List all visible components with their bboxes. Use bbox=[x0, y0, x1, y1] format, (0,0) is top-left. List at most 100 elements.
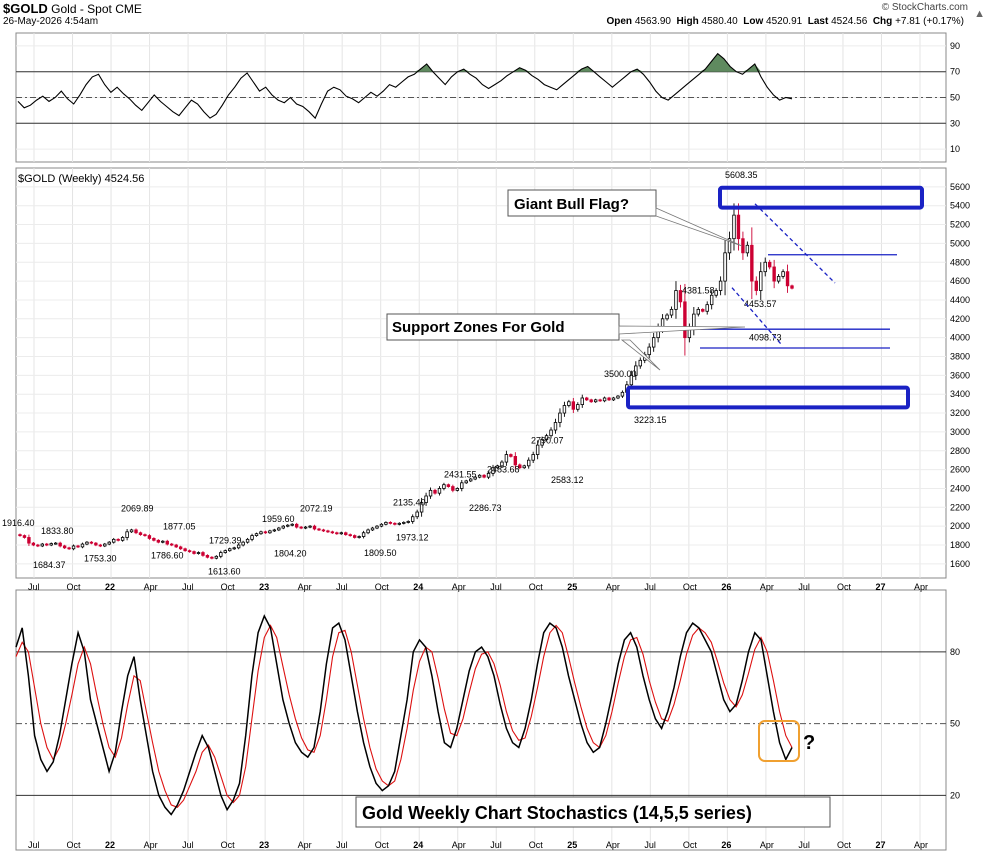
candle-body bbox=[553, 422, 558, 431]
candle-body bbox=[736, 214, 741, 240]
source-credit[interactable]: © StockCharts.com bbox=[881, 2, 968, 13]
bottom-x-axis-tick-label: 23 bbox=[259, 840, 269, 850]
rsi-tick-label: 50 bbox=[950, 93, 960, 103]
price-swing-label: 2431.55 bbox=[444, 469, 477, 479]
bottom-x-axis-tick-label: Jul bbox=[490, 840, 502, 850]
candle-body bbox=[611, 397, 616, 401]
stochastics-k-line bbox=[15, 614, 793, 816]
datetime: 26-May-2026 4:54am bbox=[3, 16, 99, 27]
x-axis-tick-label: Apr bbox=[144, 582, 158, 592]
candle-body bbox=[49, 543, 53, 546]
candle-body bbox=[161, 540, 165, 543]
rsi-overbought-fill bbox=[414, 53, 762, 72]
resistance-zone-box[interactable] bbox=[718, 185, 924, 210]
candle-body bbox=[491, 467, 495, 474]
candle-body bbox=[67, 547, 71, 550]
candle-body bbox=[522, 465, 526, 469]
flag-trendline-lower bbox=[731, 287, 783, 346]
x-axis-tick-label: Oct bbox=[67, 582, 82, 592]
candle-body bbox=[647, 346, 651, 356]
price-swing-label: 1833.80 bbox=[41, 526, 74, 536]
bottom-x-axis-tick-label: Jul bbox=[798, 840, 810, 850]
price-swing-label: 2286.73 bbox=[469, 503, 502, 513]
bottom-x-axis-tick-label: Apr bbox=[144, 840, 158, 850]
symbol-line: $GOLD Gold - Spot CME bbox=[3, 1, 142, 16]
candle-body bbox=[156, 539, 161, 543]
bottom-x-axis-tick-label: 27 bbox=[875, 840, 885, 850]
flag-trendline-upper bbox=[754, 203, 836, 284]
x-axis-tick-label: Jul bbox=[182, 582, 194, 592]
candle-body bbox=[772, 266, 776, 282]
candle-body bbox=[232, 547, 236, 550]
bottom-x-axis-tick-label: 25 bbox=[567, 840, 577, 850]
candle-body bbox=[500, 461, 504, 467]
x-axis-tick-label: 24 bbox=[413, 582, 423, 592]
rsi-panel: 10 30 50 70 90 bbox=[16, 33, 960, 162]
price-tick-label: 1800 bbox=[950, 540, 970, 550]
candle-body bbox=[651, 337, 656, 348]
candle-body bbox=[187, 550, 192, 553]
candle-body bbox=[321, 529, 326, 532]
support-zone-box[interactable] bbox=[626, 385, 910, 410]
candle-body bbox=[593, 399, 598, 403]
candle-body bbox=[290, 523, 294, 526]
price-panel: 1600 1800 2000 2200 2400 2600 2800 3000 3200 3400… bbox=[2, 168, 970, 592]
candle-body bbox=[18, 534, 22, 537]
candle-body bbox=[674, 290, 678, 310]
stochastics-caption-box[interactable] bbox=[355, 796, 831, 828]
candle-body bbox=[620, 391, 625, 397]
candle-body bbox=[45, 543, 49, 546]
candle-body bbox=[326, 530, 330, 533]
candle-body bbox=[268, 530, 272, 534]
price-panel-title: $GOLD (Weekly) 4524.56 bbox=[18, 173, 144, 185]
candle-body bbox=[692, 313, 696, 329]
price-tick-label: 2200 bbox=[950, 502, 970, 512]
high-value: 4580.40 bbox=[701, 16, 738, 27]
candle-body bbox=[727, 238, 732, 254]
candle-body bbox=[477, 474, 482, 478]
rsi-tick-label: 10 bbox=[950, 144, 960, 154]
x-axis-tick-label: Oct bbox=[221, 582, 236, 592]
candle-body bbox=[120, 537, 125, 541]
candle-body bbox=[192, 551, 196, 554]
candle-body bbox=[562, 405, 567, 414]
candle-body bbox=[415, 511, 419, 518]
x-axis-tick-label: Jul bbox=[490, 582, 502, 592]
price-tick-label: 4800 bbox=[950, 257, 970, 267]
question-highlight-box[interactable] bbox=[758, 720, 800, 762]
x-axis-tick-label: 22 bbox=[105, 582, 115, 592]
collapse-caret-icon[interactable]: ▲ bbox=[974, 8, 985, 20]
x-axis-tick-label: Apr bbox=[298, 582, 312, 592]
open-value: 4563.90 bbox=[634, 16, 671, 27]
x-axis-tick-label: 25 bbox=[567, 582, 577, 592]
price-swing-label: 1753.30 bbox=[84, 553, 117, 563]
candle-body bbox=[527, 459, 531, 467]
candle-body bbox=[486, 472, 491, 478]
x-axis-tick-label: Jul bbox=[28, 582, 40, 592]
price-tick-label: 2400 bbox=[950, 483, 970, 493]
candle-body bbox=[348, 534, 352, 537]
bottom-x-axis-tick-label: Oct bbox=[67, 840, 82, 850]
bottom-x-axis-tick-label: 22 bbox=[105, 840, 115, 850]
candle-body bbox=[406, 521, 410, 523]
candle-body bbox=[174, 544, 178, 548]
candle-body bbox=[607, 397, 611, 401]
rsi-tick-label: 90 bbox=[950, 41, 960, 51]
candle-body bbox=[504, 454, 509, 463]
candle-body bbox=[598, 399, 602, 402]
candle-body bbox=[245, 538, 250, 543]
candle-body bbox=[352, 535, 357, 538]
candle-body bbox=[22, 535, 27, 538]
candle-body bbox=[254, 533, 259, 536]
candle-body bbox=[785, 271, 790, 287]
candle-body bbox=[585, 397, 589, 401]
candle-body bbox=[750, 244, 754, 282]
candle-body bbox=[602, 397, 607, 402]
price-tick-label: 3800 bbox=[950, 352, 970, 362]
candle-body bbox=[460, 482, 464, 489]
callout-box-bull-flag[interactable] bbox=[507, 189, 657, 217]
callout-box-support[interactable] bbox=[386, 313, 620, 341]
price-tick-label: 1600 bbox=[950, 559, 970, 569]
candle-body bbox=[294, 523, 299, 528]
price-tick-label: 4400 bbox=[950, 295, 970, 305]
